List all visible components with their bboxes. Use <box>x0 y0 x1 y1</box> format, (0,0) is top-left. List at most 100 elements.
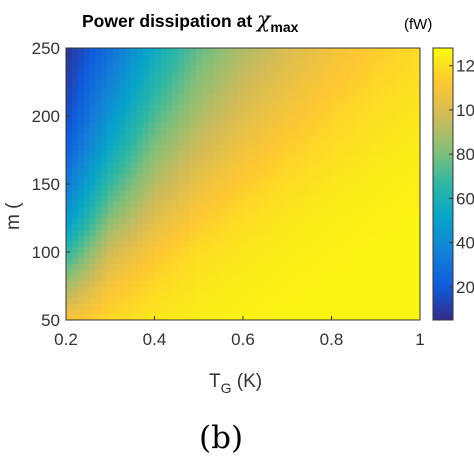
heatmap-cell <box>361 257 368 264</box>
heatmap-cell <box>319 229 327 236</box>
heatmap-cell <box>195 263 203 270</box>
heatmap-cell <box>101 218 108 225</box>
heatmap-cell <box>201 274 209 281</box>
heatmap-cell <box>89 127 97 134</box>
heatmap-cell <box>136 280 144 287</box>
heatmap-cell <box>178 252 185 259</box>
x-tick-label: 0.4 <box>143 330 167 349</box>
heatmap-cell <box>260 280 268 287</box>
heatmap-cell <box>278 314 285 320</box>
heatmap-cell <box>414 172 420 179</box>
heatmap-cell <box>136 314 144 320</box>
heatmap-cell <box>71 240 79 247</box>
heatmap-cell <box>248 246 256 253</box>
heatmap-cell <box>71 127 79 134</box>
heatmap-cell <box>307 195 315 202</box>
heatmap-cell <box>361 229 368 236</box>
heatmap-cell <box>172 150 179 157</box>
heatmap-cell <box>154 240 161 247</box>
heatmap-cell <box>290 280 297 287</box>
heatmap-cell <box>237 104 244 111</box>
heatmap-cell <box>113 133 120 140</box>
heatmap-cell <box>101 280 108 287</box>
heatmap-cell <box>361 240 368 247</box>
heatmap-cell <box>302 201 309 208</box>
heatmap-cell <box>77 65 85 72</box>
heatmap-cell <box>296 223 303 230</box>
heatmap-cell <box>95 65 102 72</box>
heatmap-cell <box>178 155 185 162</box>
heatmap-cell <box>355 110 362 117</box>
heatmap-cell <box>189 291 197 298</box>
heatmap-cell <box>178 280 185 287</box>
heatmap-cell <box>361 206 368 213</box>
heatmap-cell <box>355 172 362 179</box>
heatmap-cell <box>302 150 309 157</box>
heatmap-cell <box>219 82 226 89</box>
heatmap-cell <box>178 303 185 310</box>
heatmap-cell <box>213 201 220 208</box>
heatmap-cell <box>213 53 220 60</box>
heatmap-cell <box>307 184 315 191</box>
heatmap-cell <box>219 53 226 60</box>
heatmap-cell <box>154 82 161 89</box>
heatmap-cell <box>260 53 268 60</box>
heatmap-cell <box>260 291 268 298</box>
heatmap-cell <box>396 252 403 259</box>
heatmap-cell <box>307 133 315 140</box>
heatmap-cell <box>254 246 262 253</box>
heatmap-cell <box>130 93 138 100</box>
heatmap-cell <box>366 189 374 196</box>
heatmap-cell <box>148 150 156 157</box>
heatmap-cell <box>66 314 73 320</box>
heatmap-cell <box>361 127 368 134</box>
heatmap-cell <box>414 82 420 89</box>
heatmap-cell <box>402 138 409 145</box>
heatmap-cell <box>189 48 197 55</box>
heatmap-cell <box>178 308 185 315</box>
heatmap-cell <box>142 59 150 66</box>
heatmap-cell <box>313 127 321 134</box>
heatmap-cell <box>296 263 303 270</box>
heatmap-cell <box>243 178 250 185</box>
heatmap-cell <box>189 150 197 157</box>
heatmap-cell <box>89 257 97 264</box>
heatmap-cell <box>207 286 215 293</box>
heatmap-cell <box>355 269 362 276</box>
heatmap-cell <box>66 48 73 55</box>
heatmap-cell <box>195 53 203 60</box>
heatmap-cell <box>248 274 256 281</box>
heatmap-cell <box>302 314 309 320</box>
heatmap-cell <box>349 229 356 236</box>
heatmap-cell <box>343 116 350 123</box>
heatmap-cell <box>166 59 173 66</box>
heatmap-cell <box>290 48 297 55</box>
heatmap-cell <box>343 263 350 270</box>
heatmap-cell <box>71 184 79 191</box>
heatmap-cell <box>89 178 97 185</box>
heatmap-cell <box>154 291 161 298</box>
heatmap-cell <box>349 246 356 253</box>
heatmap-cell <box>172 48 179 55</box>
heatmap-cell <box>178 127 185 134</box>
heatmap-cell <box>254 104 262 111</box>
heatmap-cell <box>319 223 327 230</box>
heatmap-cell <box>237 144 244 151</box>
heatmap-cell <box>95 76 102 83</box>
heatmap-cell <box>272 269 279 276</box>
heatmap-cell <box>313 138 321 145</box>
heatmap-cell <box>125 99 132 106</box>
heatmap-cell <box>402 229 409 236</box>
heatmap-cell <box>130 138 138 145</box>
heatmap-cell <box>290 87 297 94</box>
heatmap-cell <box>284 155 291 162</box>
heatmap-cell <box>213 246 220 253</box>
heatmap-cell <box>302 121 309 128</box>
heatmap-cell <box>195 172 203 179</box>
heatmap-cell <box>366 257 374 264</box>
heatmap-cell <box>361 195 368 202</box>
heatmap-cell <box>154 48 161 55</box>
heatmap-cell <box>396 53 403 60</box>
heatmap-cell <box>390 65 397 72</box>
heatmap-cell <box>278 155 285 162</box>
